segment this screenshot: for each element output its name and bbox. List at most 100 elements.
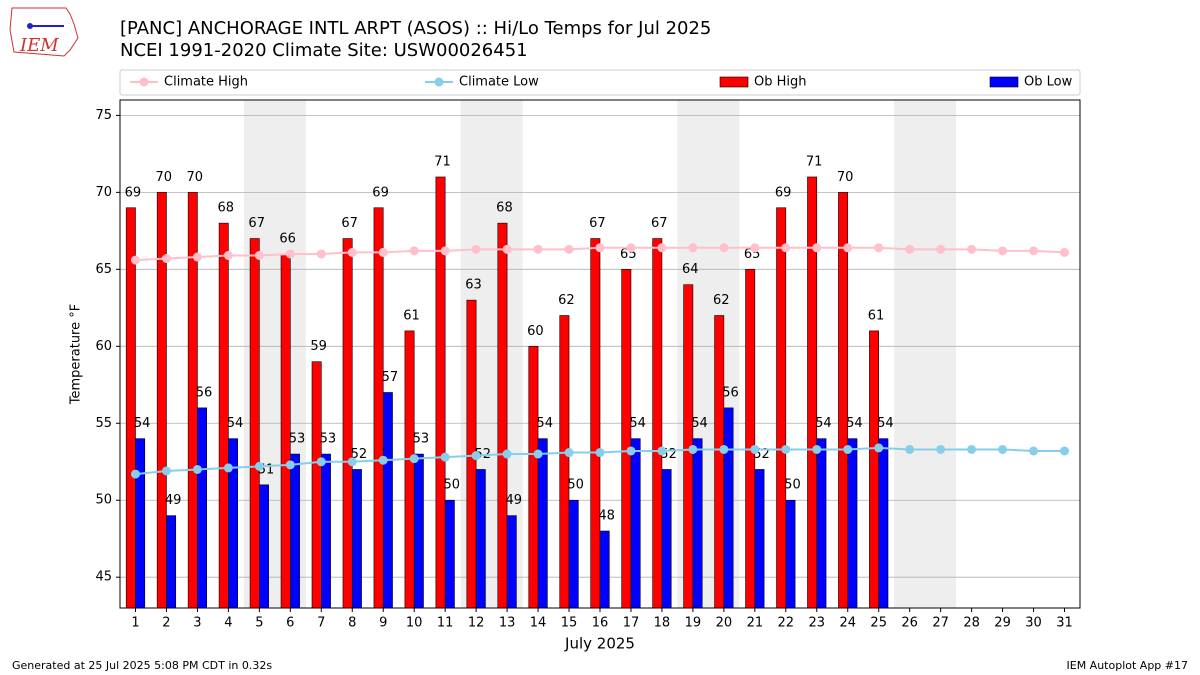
point — [626, 243, 636, 253]
x-tick-label: 4 — [224, 616, 232, 631]
bar — [382, 392, 393, 609]
point — [905, 444, 915, 454]
bar — [444, 499, 455, 609]
bar — [878, 438, 889, 609]
point — [812, 243, 822, 253]
x-tick-label: 5 — [255, 616, 263, 631]
point — [471, 451, 481, 461]
data-label: 70 — [187, 170, 204, 185]
x-tick-label: 11 — [437, 616, 454, 631]
x-tick-label: 17 — [623, 616, 640, 631]
point — [409, 454, 419, 464]
point — [657, 446, 667, 456]
point — [781, 243, 791, 253]
x-tick-label: 9 — [379, 616, 387, 631]
bar — [311, 361, 322, 609]
x-tick-label: 3 — [193, 616, 201, 631]
data-label: 68 — [496, 201, 513, 216]
bar — [373, 207, 384, 609]
bar — [506, 515, 517, 609]
x-tick-label: 24 — [839, 616, 856, 631]
x-tick-label: 22 — [778, 616, 795, 631]
point — [533, 244, 543, 254]
data-label: 56 — [722, 385, 739, 400]
x-tick-label: 27 — [932, 616, 949, 631]
point — [750, 243, 760, 253]
bar — [320, 453, 331, 609]
bar — [630, 438, 641, 609]
bar — [537, 438, 548, 609]
point — [130, 255, 140, 265]
y-tick-label: 70 — [95, 185, 112, 200]
data-label: 67 — [651, 216, 668, 231]
plot-frame — [119, 99, 1081, 609]
bar — [290, 453, 300, 609]
point — [192, 464, 202, 474]
point — [254, 461, 264, 471]
bar — [590, 238, 601, 609]
point — [316, 457, 326, 467]
bar — [652, 238, 663, 609]
data-label: 54 — [227, 416, 244, 431]
data-label: 59 — [310, 339, 327, 354]
data-label: 54 — [877, 416, 894, 431]
point — [347, 247, 357, 257]
point — [533, 449, 543, 459]
logo: IEM — [9, 7, 79, 57]
y-tick-label: 75 — [95, 108, 112, 123]
bar — [816, 438, 827, 609]
point — [471, 244, 481, 254]
point — [161, 254, 171, 264]
bar — [847, 438, 858, 609]
data-label: 54 — [536, 416, 553, 431]
point — [967, 244, 977, 254]
data-label: 71 — [806, 154, 823, 169]
x-tick-label: 31 — [1056, 616, 1073, 631]
bar — [166, 515, 177, 609]
point — [688, 444, 698, 454]
y-tick-label: 60 — [95, 339, 112, 354]
x-tick-label: 21 — [747, 616, 764, 631]
data-label: 70 — [156, 170, 173, 185]
point — [378, 455, 388, 465]
data-label: 62 — [713, 293, 730, 308]
bar — [599, 530, 610, 609]
data-label: 60 — [527, 324, 544, 339]
point — [564, 244, 574, 254]
data-label: 54 — [691, 416, 708, 431]
bar — [497, 222, 508, 609]
point — [223, 250, 233, 260]
legend-box — [119, 69, 1081, 96]
x-tick-label: 23 — [809, 616, 826, 631]
point — [626, 446, 636, 456]
bar — [838, 192, 849, 609]
y-tick-label: 50 — [95, 493, 112, 508]
bar — [528, 346, 539, 609]
footer-right: IEM Autoplot App #17 — [1067, 659, 1189, 672]
point — [936, 244, 946, 254]
x-tick-label: 6 — [286, 616, 294, 631]
point — [502, 449, 512, 459]
legend-label: Ob Low — [1024, 75, 1073, 90]
data-label: 48 — [598, 509, 615, 524]
data-label: 61 — [403, 308, 420, 323]
point — [564, 448, 574, 458]
bar — [351, 469, 362, 609]
x-tick-label: 2 — [162, 616, 170, 631]
x-tick-label: 16 — [592, 616, 609, 631]
data-label: 49 — [505, 493, 522, 508]
point — [1029, 246, 1039, 256]
bar — [342, 238, 353, 609]
legend-swatch — [719, 76, 749, 88]
legend-label: Climate Low — [459, 75, 539, 90]
footer-left: Generated at 25 Jul 2025 5:08 PM CDT in … — [12, 659, 272, 672]
data-label: 69 — [125, 185, 142, 200]
point — [719, 444, 729, 454]
chart-title: [PANC] ANCHORAGE INTL ARPT (ASOS) :: Hi/… — [120, 18, 711, 39]
point — [130, 469, 140, 479]
bar — [754, 469, 765, 609]
data-label: 54 — [846, 416, 863, 431]
data-label: 50 — [444, 478, 461, 493]
x-tick-label: 15 — [561, 616, 578, 631]
x-tick-label: 10 — [406, 616, 423, 631]
